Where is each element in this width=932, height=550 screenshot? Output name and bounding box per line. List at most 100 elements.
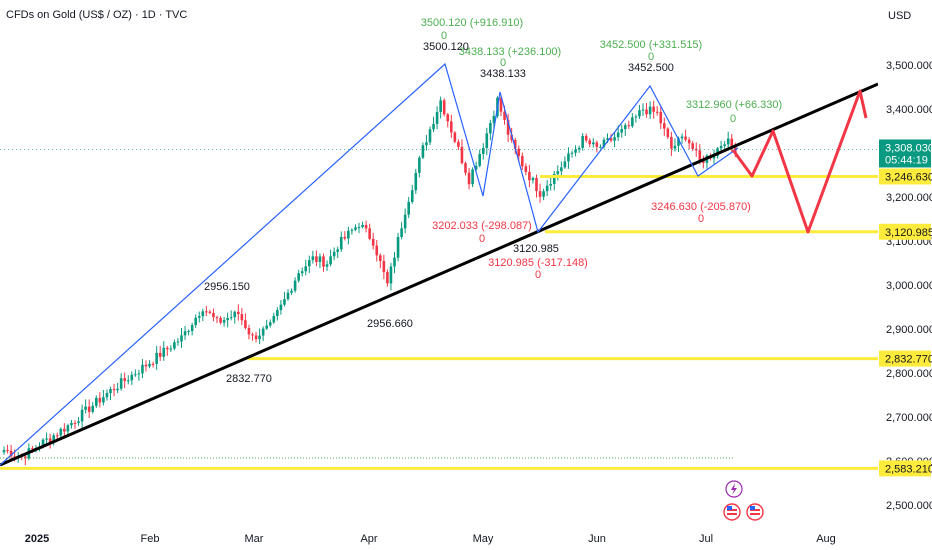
candle-body <box>48 438 52 442</box>
candle-body <box>623 125 627 130</box>
time-tick-label: Jul <box>699 533 713 545</box>
candle-body <box>254 335 258 340</box>
candle-body <box>219 317 222 323</box>
price-annotation: 3452.500 (+331.515) <box>600 39 702 51</box>
candle-body <box>446 114 450 122</box>
candle-body <box>229 317 233 319</box>
candle-body <box>102 397 105 403</box>
candle-body <box>141 364 144 374</box>
candle-body <box>215 317 219 319</box>
price-annotation: 0 <box>730 113 736 125</box>
candle-body <box>400 228 403 237</box>
candle-body <box>570 152 574 154</box>
candle-body <box>524 166 528 172</box>
price-annotation: 3246.630 (-205.870) <box>651 201 751 213</box>
wave-pattern <box>0 62 739 466</box>
candle-body <box>382 260 386 273</box>
candle-body <box>556 171 560 175</box>
candle-body <box>112 388 116 391</box>
candle-body <box>371 238 375 246</box>
candle-body <box>350 229 354 231</box>
candle-body <box>80 409 84 422</box>
level-tag <box>879 460 931 477</box>
candle-body <box>389 266 393 284</box>
candle-body <box>428 129 432 143</box>
candle-body <box>357 227 361 229</box>
candle-body <box>183 331 187 336</box>
candle-body <box>453 132 457 142</box>
candle-body <box>584 135 588 141</box>
candle-body <box>261 328 265 336</box>
candle-body <box>666 128 670 138</box>
candle-body <box>268 322 272 326</box>
candle-body <box>652 106 655 112</box>
candle-body <box>542 191 545 197</box>
candle-body <box>315 256 318 262</box>
price-annotation: 3452.500 <box>628 62 674 74</box>
price-axis-bg <box>878 0 932 550</box>
candle-body <box>166 347 169 350</box>
candle-body <box>226 318 229 321</box>
price-annotation: 3438.133 (+236.100) <box>459 46 561 58</box>
candle-body <box>45 438 48 440</box>
candles <box>2 94 737 466</box>
candle-body <box>613 137 616 141</box>
candle-body <box>9 450 13 457</box>
candle-body <box>687 139 691 144</box>
candle-body <box>286 292 290 300</box>
candle-body <box>606 138 609 140</box>
us-flag-stripe <box>727 513 737 515</box>
candle-body <box>549 183 552 186</box>
candle-body <box>329 256 332 265</box>
candle-body <box>95 397 98 406</box>
candle-body <box>55 435 59 437</box>
time-tick-label: Mar <box>245 533 264 545</box>
candle-body <box>489 123 492 134</box>
candle-body <box>641 109 645 111</box>
candle-body <box>272 316 276 323</box>
candle-body <box>6 450 9 452</box>
level-tag-label: 2,832.770 <box>885 354 932 366</box>
candle-body <box>375 245 379 256</box>
candle-body <box>719 145 723 149</box>
candle-body <box>265 325 268 329</box>
time-tick-label: Feb <box>141 533 160 545</box>
candle-body <box>2 450 6 453</box>
candle-body <box>663 123 666 129</box>
candle-body <box>148 363 151 367</box>
candle-body <box>347 230 350 239</box>
candle-body <box>535 177 538 192</box>
candle-body <box>670 137 673 149</box>
price-annotation: 0 <box>479 233 485 245</box>
candle-body <box>84 406 87 410</box>
time-tick-label: 2025 <box>25 533 49 545</box>
candle-body <box>726 138 730 145</box>
candle-body <box>627 125 631 127</box>
candle-body <box>634 116 638 118</box>
price-annotation: 3438.133 <box>480 68 526 80</box>
currency-label: USD <box>888 10 911 22</box>
candle-body <box>52 435 55 442</box>
candle-body <box>723 144 726 146</box>
us-flag-canton <box>727 506 732 510</box>
candle-body <box>698 150 702 161</box>
price-annotation: 3120.985 <box>513 243 559 255</box>
candle-body <box>144 364 148 367</box>
level-tag-label: 3,120.985 <box>885 227 932 239</box>
candle-body <box>471 169 474 185</box>
candle-body <box>691 143 694 149</box>
candle-body <box>293 280 297 291</box>
candle-body <box>247 327 251 335</box>
candle-body <box>481 147 485 154</box>
time-tick-label: Apr <box>360 533 377 545</box>
candle-body <box>513 140 517 149</box>
current-price-label: 3,308.030 <box>885 142 932 154</box>
candle-body <box>474 165 478 170</box>
candle-body <box>283 299 286 305</box>
candle-body <box>336 249 339 252</box>
candle-body <box>620 129 623 133</box>
candle-body <box>403 214 407 229</box>
candle-body <box>595 142 599 147</box>
candle-body <box>13 456 16 458</box>
